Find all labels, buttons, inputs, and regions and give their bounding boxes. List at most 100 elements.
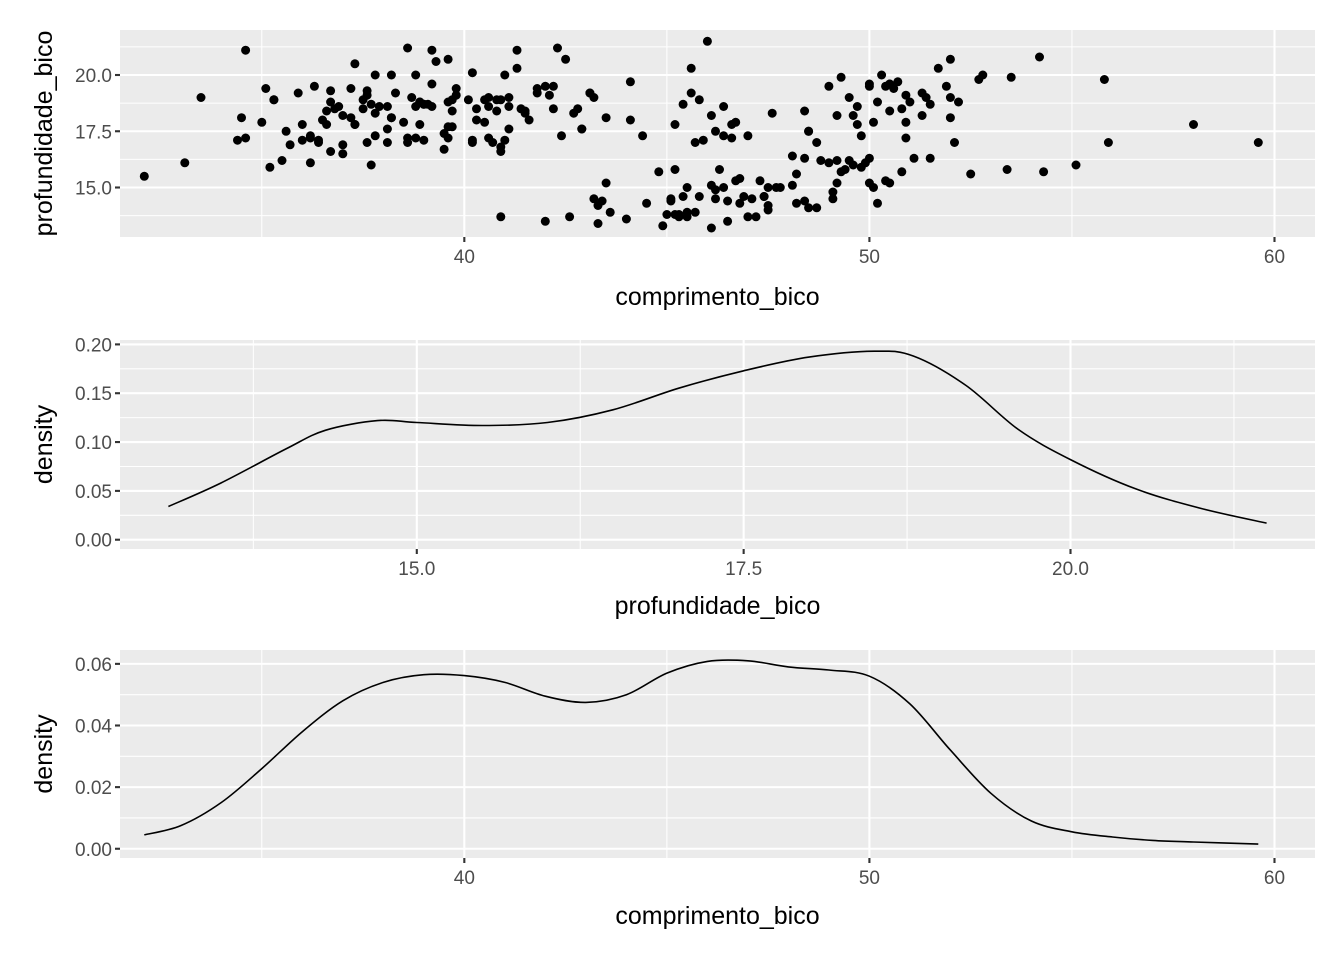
scatter-point — [326, 97, 336, 107]
scatter-point — [338, 149, 348, 159]
scatter-point — [954, 97, 963, 107]
depth-density-gridlines — [120, 340, 1315, 549]
scatter-point — [925, 153, 935, 163]
scatter-point — [682, 207, 692, 217]
scatter-point — [731, 117, 741, 127]
scatter-point — [589, 194, 599, 204]
scatter-point — [269, 95, 279, 105]
scatter-point — [374, 102, 384, 111]
scatter-point — [864, 79, 874, 89]
scatter-point — [840, 165, 850, 174]
scatter-point — [451, 84, 461, 93]
scatter-point — [694, 192, 704, 201]
length-density-y-axis-title: density — [30, 714, 58, 794]
scatter-point — [261, 84, 271, 93]
scatter-point — [180, 158, 190, 168]
scatter-point — [885, 79, 895, 89]
scatter-point — [593, 201, 603, 210]
scatter-point — [755, 176, 765, 186]
scatter-point — [532, 88, 542, 98]
scatter-point — [933, 63, 943, 73]
scatter-point — [792, 198, 801, 208]
scatter-point — [715, 165, 724, 174]
scatter-point — [293, 88, 303, 98]
scatter-point — [925, 99, 935, 109]
scatter-point — [804, 126, 814, 136]
scatter-point — [577, 124, 587, 134]
scatter-point — [792, 169, 801, 179]
scatter-point — [585, 88, 595, 98]
scatter-point — [909, 153, 919, 163]
scatter-point — [978, 70, 988, 80]
depth-density-curve — [168, 350, 1267, 524]
scatter-point — [544, 90, 554, 100]
scatter-point — [305, 158, 315, 168]
scatter-point — [431, 57, 441, 66]
depth-density-y-tick-label: 0.20 — [75, 335, 112, 356]
scatter-point — [561, 54, 571, 64]
depth-density-plot-background — [120, 340, 1315, 549]
scatter-point — [694, 95, 704, 105]
scatter-point — [621, 214, 631, 224]
scatter-point — [625, 115, 635, 125]
scatter-x-tick-label: 40 — [454, 247, 475, 268]
scatter-point — [326, 147, 336, 156]
scatter-point — [496, 147, 506, 156]
scatter-point — [654, 167, 664, 177]
scatter-panel: 40 50 60 15.0 17.5 20.0 comprimento_bico prof… — [30, 30, 1315, 311]
length-density-panel: 40 50 600.000.020.040.06 comprimento_bico … — [30, 650, 1315, 930]
scatter-point — [427, 79, 437, 89]
scatter-point — [382, 124, 392, 134]
scatter-y-axis-title: profundidade_bico — [30, 31, 58, 237]
scatter-point — [346, 84, 356, 93]
scatter-point — [800, 153, 810, 163]
scatter-point — [698, 135, 708, 145]
scatter-point — [897, 104, 907, 114]
depth-density-x-tick-label: 20.0 — [1052, 559, 1089, 580]
scatter-point — [893, 77, 903, 87]
scatter-point — [540, 81, 550, 91]
scatter-point — [747, 194, 757, 204]
depth-density-y-tick-label: 0.05 — [75, 482, 112, 503]
scatter-point — [447, 106, 457, 116]
scatter-point — [492, 106, 502, 116]
scatter-point — [711, 126, 720, 136]
length-density-y-tick-label: 0.04 — [75, 716, 112, 737]
scatter-point — [443, 133, 453, 143]
scatter-point — [480, 117, 490, 127]
scatter-point — [1035, 52, 1044, 62]
scatter-point — [403, 43, 413, 53]
length-density-axis-ticks: 40 50 60 0.00 0.02 0.04 0.06 — [75, 655, 1285, 889]
scatter-point — [601, 113, 611, 123]
scatter-point — [362, 138, 372, 147]
scatter-y-tick-label: 20.0 — [75, 66, 112, 87]
scatter-point — [366, 160, 376, 170]
scatter-point — [427, 102, 437, 111]
scatter-point — [816, 156, 826, 165]
scatter-point — [399, 117, 409, 127]
scatter-point — [767, 108, 777, 118]
length-density-curve — [144, 659, 1259, 845]
scatter-point — [447, 122, 457, 132]
scatter-point — [856, 131, 866, 141]
scatter-point — [350, 120, 360, 129]
scatter-point — [593, 219, 603, 228]
scatter-point — [743, 131, 753, 141]
scatter-point — [386, 113, 396, 123]
scatter-point — [941, 81, 951, 91]
scatter-point — [1006, 72, 1016, 82]
length-density-x-tick-label: 50 — [859, 868, 880, 889]
scatter-point — [1189, 120, 1198, 129]
scatter-point — [690, 138, 700, 147]
scatter-point — [338, 140, 348, 150]
scatter-y-tick-label: 17.5 — [75, 122, 112, 143]
scatter-point — [411, 70, 421, 80]
scatter-point — [467, 68, 477, 78]
scatter-point — [905, 97, 915, 107]
scatter-point — [548, 104, 558, 114]
scatter-point — [370, 131, 380, 141]
scatter-point — [723, 196, 733, 206]
scatter-point — [824, 158, 834, 168]
scatter-point — [314, 135, 323, 145]
scatter-point — [520, 106, 530, 116]
